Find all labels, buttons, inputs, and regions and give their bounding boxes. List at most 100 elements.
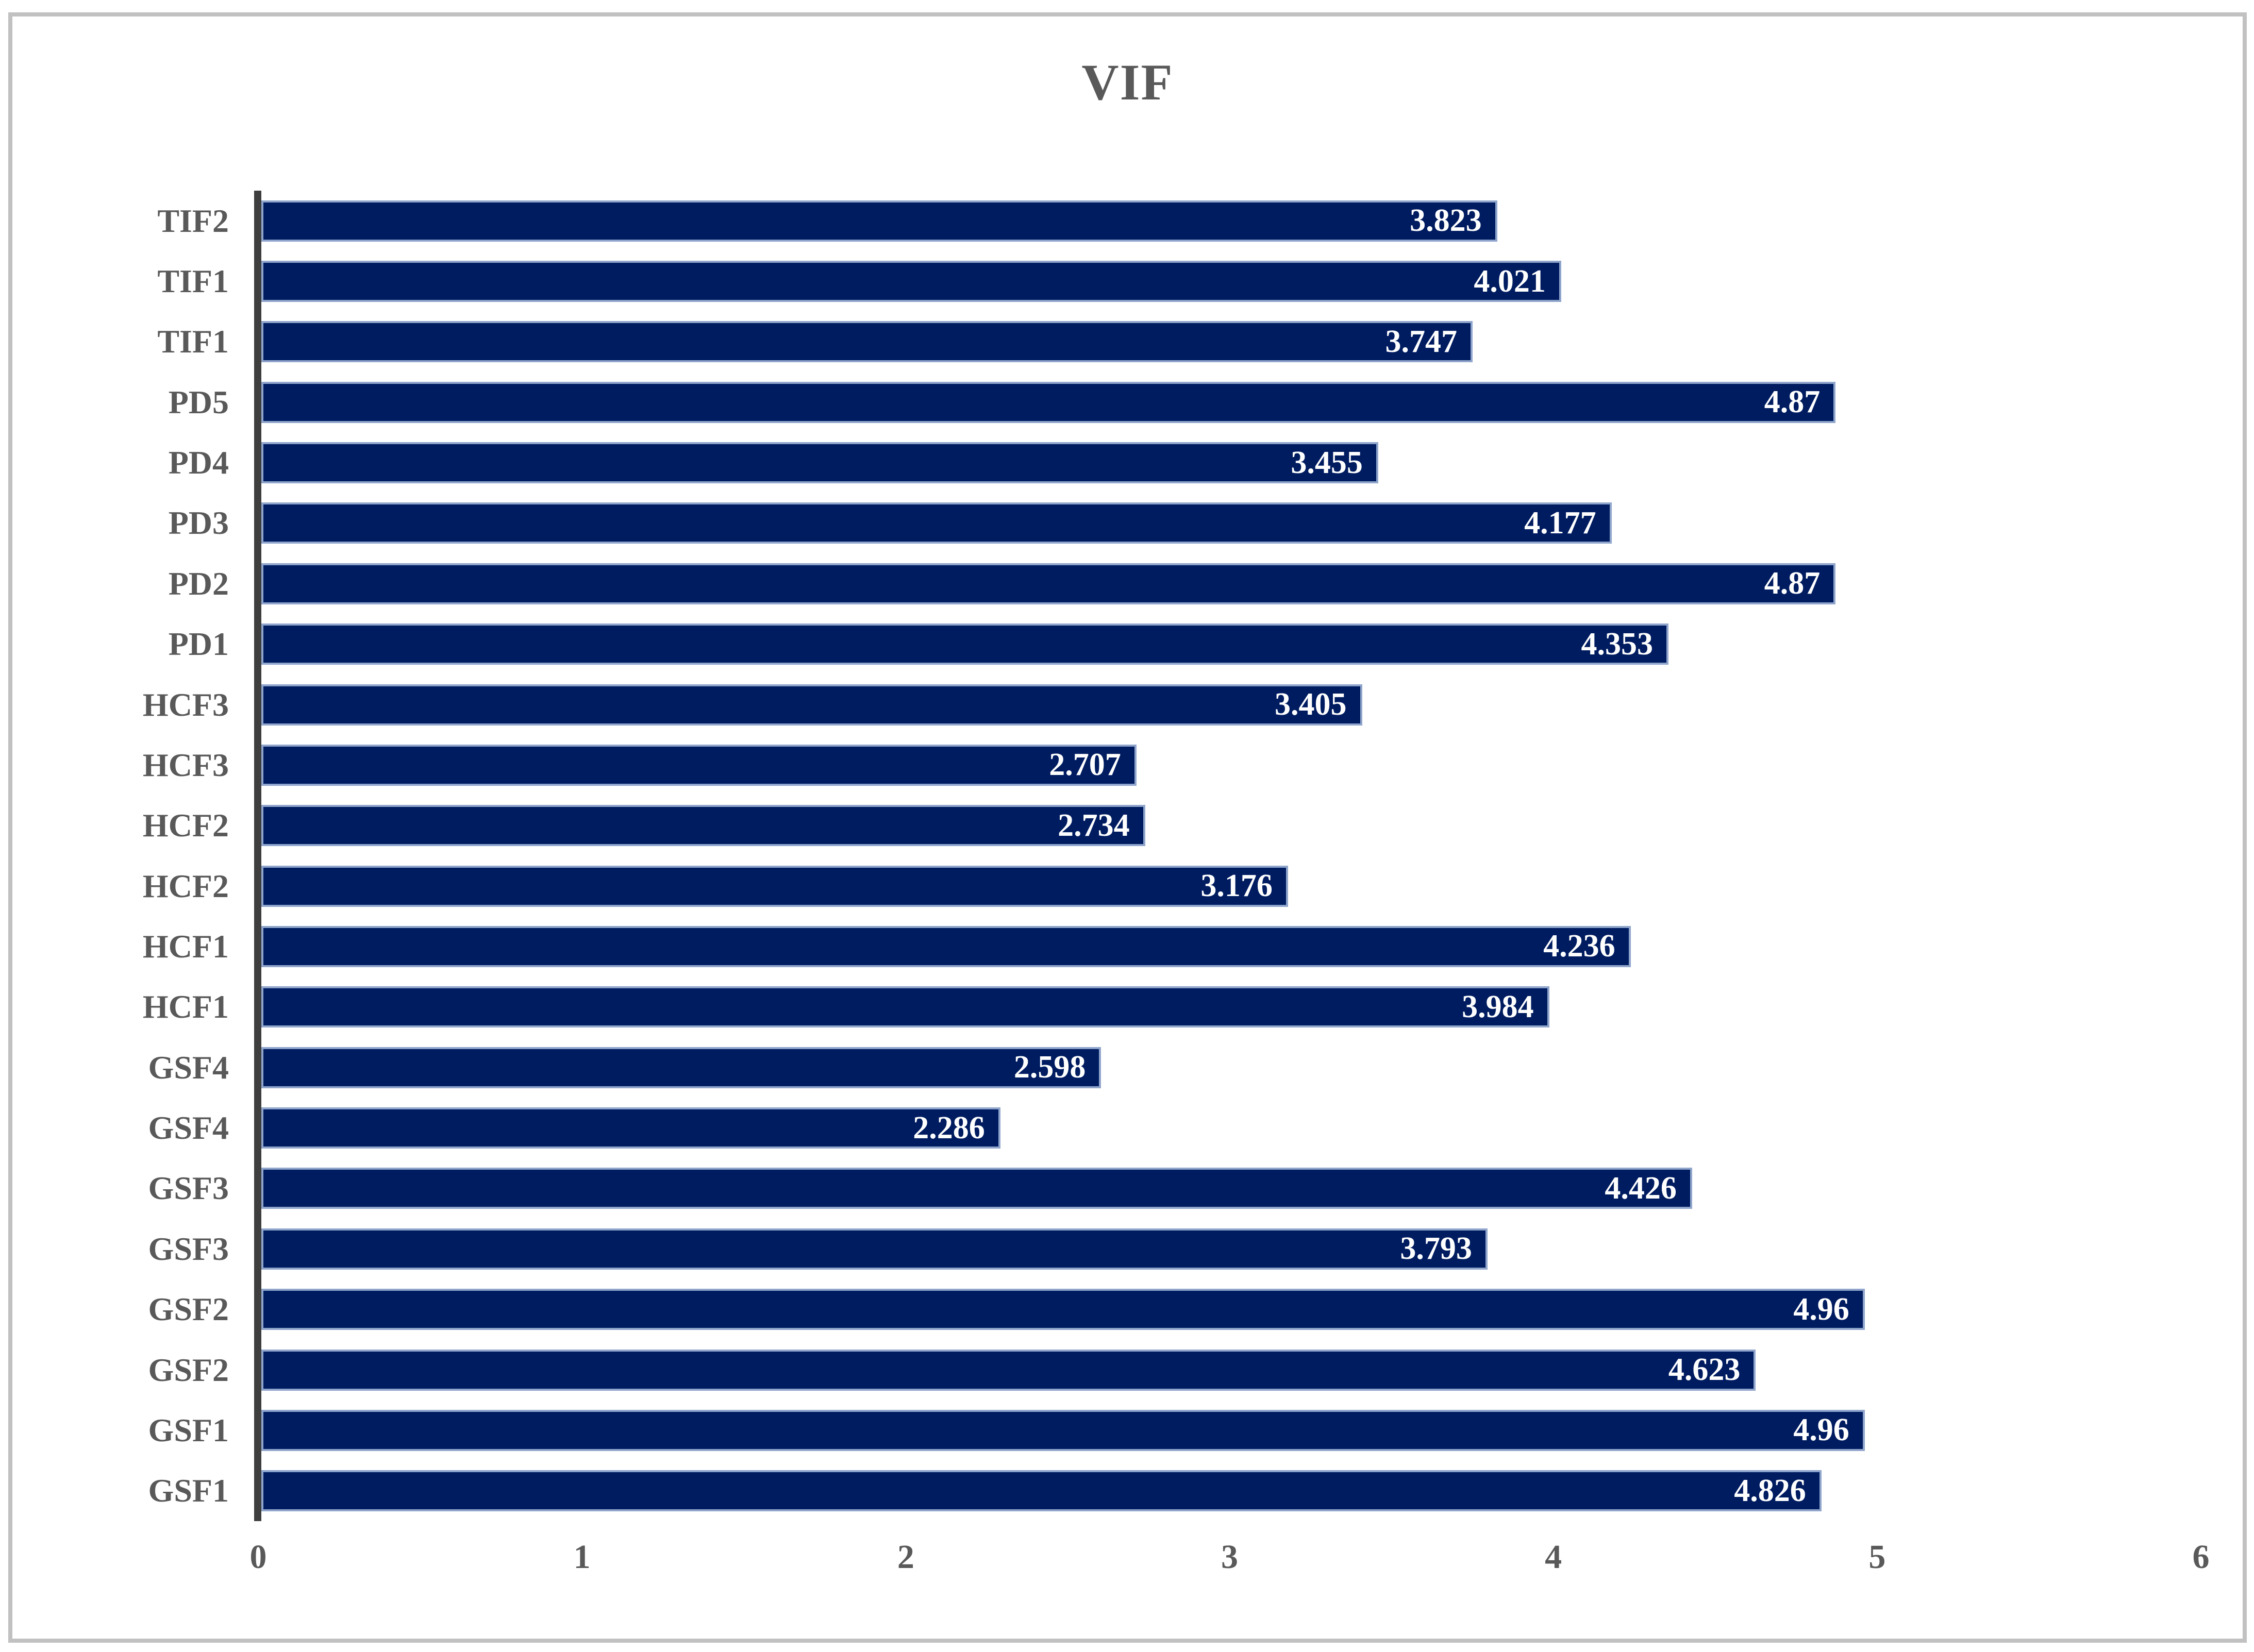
- bar: 4.826: [261, 1470, 1822, 1512]
- bar-track: 4.353: [261, 623, 2201, 665]
- bar: 2.286: [261, 1107, 1000, 1149]
- bar-value-label: 3.793: [1400, 1231, 1472, 1267]
- bar-track: 4.826: [261, 1470, 2201, 1512]
- bar-value-label: 3.455: [1291, 445, 1363, 480]
- bar-track: 3.747: [261, 321, 2201, 363]
- bar-value-label: 2.286: [913, 1110, 985, 1145]
- x-tick-label: 6: [2192, 1538, 2210, 1576]
- category-label: GSF4: [148, 1049, 229, 1086]
- category-label: HCF2: [142, 807, 229, 844]
- bar-value-label: 2.707: [1049, 747, 1121, 783]
- bar-value-label: 4.87: [1764, 384, 1821, 420]
- category-label: PD5: [168, 383, 229, 420]
- bar-value-label: 4.826: [1734, 1473, 1806, 1508]
- bar-value-label: 4.236: [1543, 929, 1615, 964]
- bar-value-label: 2.734: [1058, 807, 1130, 843]
- category-label: TIF2: [157, 202, 229, 239]
- bar-row: HCF1 3.984: [12, 977, 2243, 1037]
- bar: 3.176: [261, 865, 1288, 907]
- category-label: HCF1: [142, 988, 229, 1025]
- bar-row: HCF3 3.405: [12, 675, 2243, 735]
- category-label: PD4: [168, 444, 229, 481]
- bar: 3.984: [261, 986, 1549, 1028]
- x-tick-label: 5: [1868, 1538, 1886, 1576]
- bar-track: 3.823: [261, 200, 2201, 242]
- bar-track: 2.286: [261, 1107, 2201, 1149]
- bar-track: 4.177: [261, 502, 2201, 544]
- category-label: GSF4: [148, 1109, 229, 1147]
- category-label: PD3: [168, 504, 229, 542]
- bar-value-label: 4.87: [1764, 566, 1821, 601]
- bar: 4.623: [261, 1349, 1756, 1391]
- bar: 4.87: [261, 563, 1836, 604]
- bar-value-label: 3.405: [1275, 687, 1347, 722]
- bar: 3.823: [261, 200, 1497, 242]
- bar-row: GSF4 2.598: [12, 1037, 2243, 1098]
- bar-value-label: 4.353: [1581, 626, 1654, 662]
- chart-title: VIF: [1081, 54, 1174, 111]
- category-label: GSF1: [148, 1472, 229, 1509]
- bar: 2.734: [261, 805, 1145, 847]
- bar-value-label: 3.176: [1200, 868, 1273, 904]
- x-tick-label: 1: [573, 1538, 591, 1576]
- category-label: HCF1: [142, 928, 229, 965]
- bar-track: 4.96: [261, 1289, 2201, 1330]
- bar-row: TIF2 3.823: [12, 191, 2243, 251]
- bar-track: 3.984: [261, 986, 2201, 1028]
- bar-value-label: 4.177: [1524, 505, 1596, 541]
- bar: 2.707: [261, 744, 1137, 786]
- category-label: HCF2: [142, 867, 229, 904]
- chart-frame: VIF TIF2 3.823 TIF1 4.021 TIF1 3.747 PD5…: [8, 12, 2247, 1643]
- bar-row: GSF4 2.286: [12, 1098, 2243, 1158]
- bar-row: GSF3 4.426: [12, 1158, 2243, 1219]
- bar-track: 2.598: [261, 1047, 2201, 1088]
- bar-track: 4.96: [261, 1409, 2201, 1451]
- bar-row: PD3 4.177: [12, 493, 2243, 553]
- bar: 4.87: [261, 381, 1836, 423]
- category-label: GSF1: [148, 1411, 229, 1448]
- category-label: PD2: [168, 565, 229, 602]
- category-label: TIF1: [157, 323, 229, 360]
- bar-track: 4.87: [261, 381, 2201, 423]
- bar: 3.405: [261, 684, 1362, 726]
- bar-track: 3.176: [261, 865, 2201, 907]
- bar-track: 4.236: [261, 925, 2201, 967]
- bar-row: GSF1 4.826: [12, 1461, 2243, 1521]
- bar-value-label: 4.96: [1793, 1291, 1849, 1327]
- bar-row: PD2 4.87: [12, 553, 2243, 614]
- bar: 4.96: [261, 1409, 1865, 1451]
- bar-track: 3.793: [261, 1228, 2201, 1270]
- plot-area: TIF2 3.823 TIF1 4.021 TIF1 3.747 PD5 4.8…: [12, 191, 2243, 1521]
- bar: 4.96: [261, 1289, 1865, 1330]
- bar-track: 2.707: [261, 744, 2201, 786]
- category-label: TIF1: [157, 263, 229, 300]
- category-label: GSF2: [148, 1351, 229, 1388]
- bar-value-label: 2.598: [1013, 1050, 1086, 1085]
- bar-track: 4.426: [261, 1168, 2201, 1209]
- bar-row: TIF1 3.747: [12, 312, 2243, 372]
- x-tick-label: 4: [1545, 1538, 1562, 1576]
- bar-row: HCF1 4.236: [12, 916, 2243, 976]
- bar-track: 4.623: [261, 1349, 2201, 1391]
- bar-value-label: 4.426: [1605, 1170, 1677, 1206]
- bar: 4.353: [261, 623, 1669, 665]
- bar-row: GSF3 3.793: [12, 1219, 2243, 1279]
- bar-row: GSF2 4.623: [12, 1340, 2243, 1400]
- bar-value-label: 3.984: [1462, 989, 1534, 1024]
- bar: 4.426: [261, 1168, 1692, 1209]
- bar-row: PD1 4.353: [12, 614, 2243, 675]
- bar-track: 3.405: [261, 684, 2201, 726]
- bar-row: HCF3 2.707: [12, 735, 2243, 795]
- x-tick-label: 3: [1221, 1538, 1238, 1576]
- category-label: HCF3: [142, 686, 229, 723]
- bar: 4.236: [261, 925, 1631, 967]
- category-label: GSF2: [148, 1291, 229, 1328]
- bar-value-label: 3.823: [1410, 203, 1482, 239]
- bar: 4.177: [261, 502, 1612, 544]
- bar-row: GSF1 4.96: [12, 1400, 2243, 1460]
- bar: 3.455: [261, 442, 1378, 484]
- bar-row: PD4 3.455: [12, 432, 2243, 493]
- bar-track: 4.021: [261, 261, 2201, 302]
- bar-track: 2.734: [261, 805, 2201, 847]
- bar: 3.793: [261, 1228, 1488, 1270]
